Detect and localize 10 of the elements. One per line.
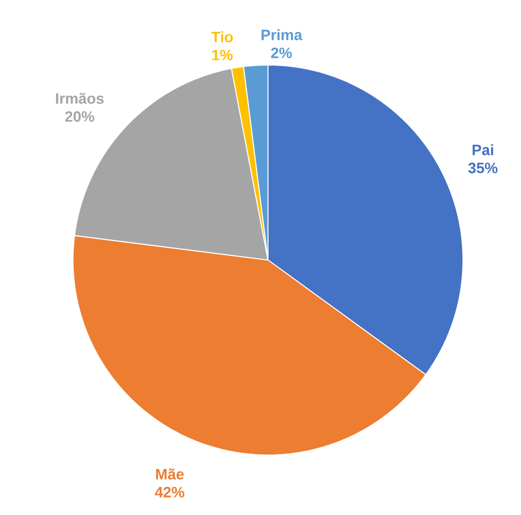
- data-label: 2%: [271, 48, 292, 58]
- data-label: 35%: [468, 162, 498, 174]
- data-label: 42%: [154, 486, 184, 498]
- slice-label: Prima: [262, 29, 302, 40]
- data-label: 1%: [212, 50, 233, 60]
- slice-label: Mãe: [156, 468, 184, 480]
- slice-label: Pai: [472, 144, 494, 156]
- slice-label: Tio: [211, 31, 233, 42]
- data-label: 20%: [65, 111, 94, 122]
- slice-label: Irmãos: [56, 92, 104, 104]
